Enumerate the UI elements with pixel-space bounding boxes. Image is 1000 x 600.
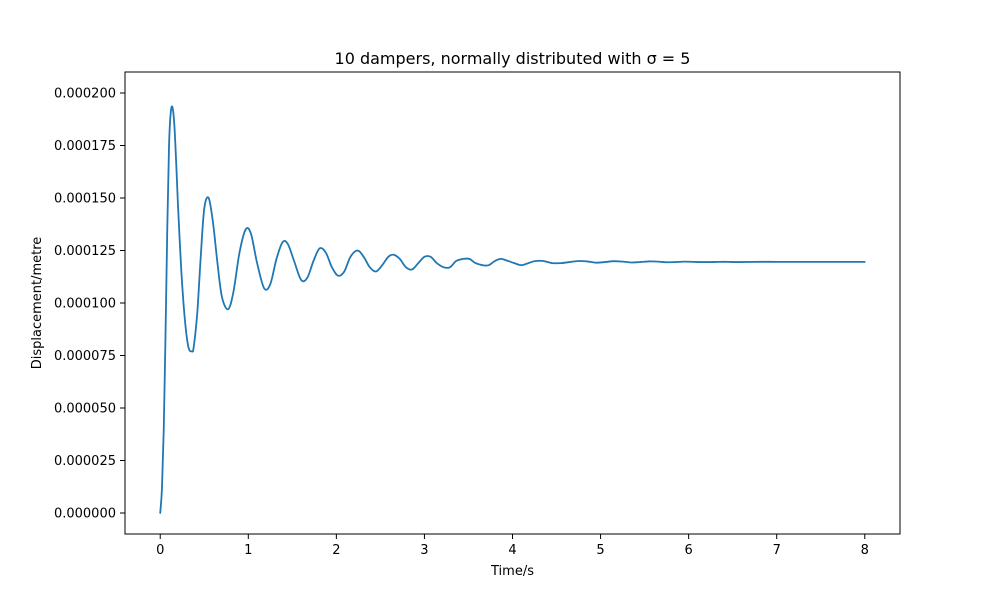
x-tick-label: 5: [596, 543, 604, 558]
y-tick-label: 0.000200: [54, 87, 116, 102]
x-tick-label: 3: [420, 543, 428, 558]
y-tick-label: 0.000100: [54, 297, 116, 312]
x-tick-label: 1: [244, 543, 252, 558]
x-tick-label: 4: [508, 543, 516, 558]
x-axis-label: Time/s: [490, 564, 534, 579]
y-tick-label: 0.000075: [54, 349, 116, 364]
y-tick-label: 0.000150: [54, 192, 116, 207]
y-tick-label: 0.000050: [54, 402, 116, 417]
x-tick-label: 7: [773, 543, 781, 558]
y-tick-label: 0.000000: [54, 507, 116, 522]
plot-frame: [124, 71, 901, 535]
x-tick-label: 8: [861, 543, 869, 558]
y-axis-label: Displacement/metre: [30, 237, 45, 370]
x-tick-label: 2: [332, 543, 340, 558]
chart-title: 10 dampers, normally distributed with σ …: [335, 49, 691, 68]
y-tick-label: 0.000175: [54, 139, 116, 154]
y-axis-ticks: 0.000000 0.000025 0.000050 0.000075 0.000100…: [54, 87, 125, 522]
x-tick-label: 0: [156, 543, 164, 558]
series-line: [159, 105, 866, 514]
x-axis-ticks: 0 1 2 3 4 5 6 7 8: [156, 534, 869, 558]
y-tick-label: 0.000125: [54, 244, 116, 259]
x-tick-label: 6: [684, 543, 692, 558]
y-tick-label: 0.000025: [54, 454, 116, 469]
